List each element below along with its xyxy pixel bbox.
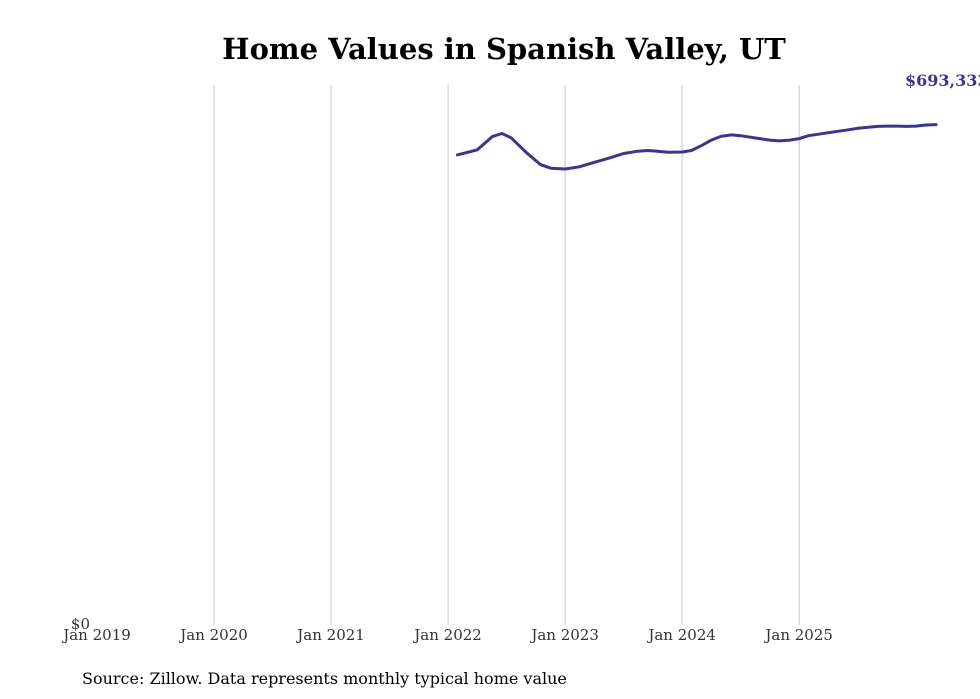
- x-tick-label: Jan 2019: [61, 626, 131, 644]
- gridlines: [213, 85, 800, 625]
- series-line: [455, 123, 938, 171]
- x-tick-label: Jan 2022: [412, 626, 482, 644]
- x-tick-label: Jan 2020: [178, 626, 248, 644]
- y-tick-label: $0: [71, 615, 90, 633]
- x-tick-label: Jan 2023: [529, 626, 599, 644]
- x-tick-label: Jan 2025: [763, 626, 833, 644]
- x-tick-label: Jan 2024: [646, 626, 716, 644]
- source-note: Source: Zillow. Data represents monthly …: [82, 669, 567, 688]
- series-lines: [455, 123, 938, 171]
- x-axis-ticks: Jan 2019 Jan 2020 Jan 2021 Jan 2022 Jan 2023…: [61, 626, 833, 644]
- end-value-label: $693,333: [905, 71, 980, 90]
- x-tick-label: Jan 2021: [295, 626, 365, 644]
- chart-title: Home Values in Spanish Valley, UT: [222, 32, 786, 66]
